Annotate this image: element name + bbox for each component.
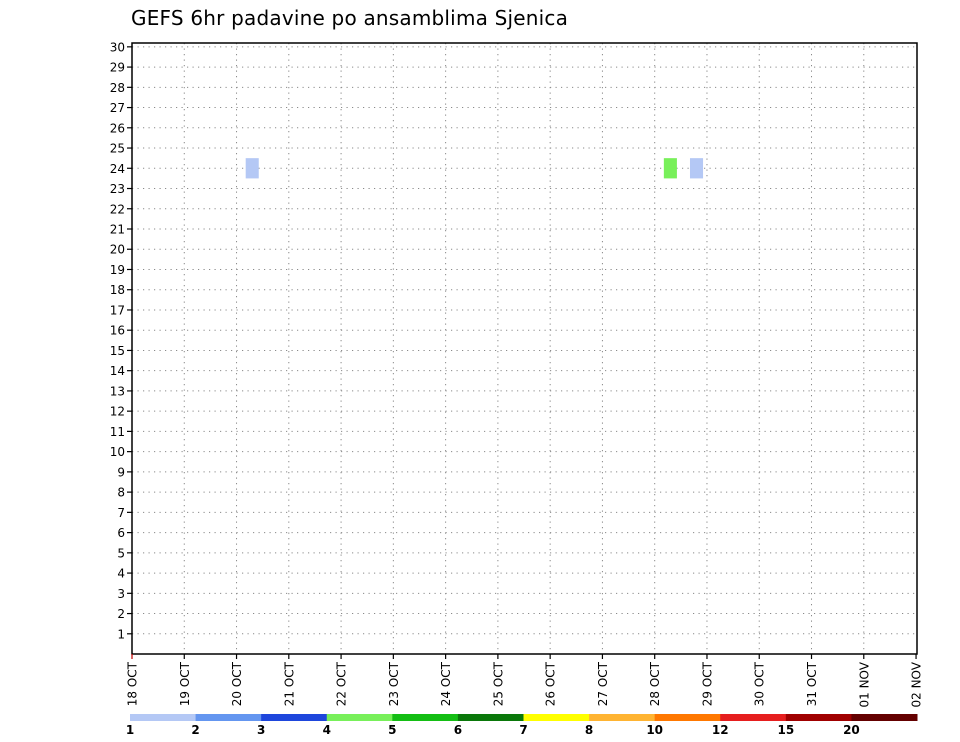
y-tick-label: 5 xyxy=(117,546,125,560)
x-axis: 18 OCT 19 OCT 20 OCT 21 OCT 22 OCT 23 OCT 24 O… xyxy=(126,654,924,708)
y-tick-label: 9 xyxy=(117,465,125,479)
y-tick-label: 3 xyxy=(117,587,125,601)
x-tick-label: 28 OCT xyxy=(648,661,662,706)
colorbar-label: 6 xyxy=(454,723,462,737)
colorbar-swatch xyxy=(654,714,721,721)
colorbar-label: 1 xyxy=(126,723,134,737)
colorbar-label: 20 xyxy=(843,723,860,737)
colorbar-swatch xyxy=(130,714,197,721)
colorbar-swatch xyxy=(261,714,328,721)
x-tick-label: 24 OCT xyxy=(439,661,453,706)
y-tick-label: 22 xyxy=(110,202,125,216)
y-tick-label: 18 xyxy=(110,283,125,297)
data-cell xyxy=(689,158,704,179)
y-tick-label: 16 xyxy=(110,324,125,338)
y-tick-label: 30 xyxy=(110,40,125,54)
y-tick-label: 2 xyxy=(117,607,125,621)
x-tick-label: 02 NOV xyxy=(910,661,924,707)
colorbar-label: 15 xyxy=(777,723,794,737)
colorbar-swatch xyxy=(523,714,590,721)
y-tick-label: 19 xyxy=(110,263,125,277)
x-tick-label: 21 OCT xyxy=(282,661,296,706)
chart-title: GEFS 6hr padavine po ansamblima Sjenica xyxy=(131,6,569,30)
y-tick-label: 4 xyxy=(117,567,125,581)
y-tick-label: 6 xyxy=(117,526,125,540)
x-tick-label: 25 OCT xyxy=(491,661,505,706)
x-tick-label: 27 OCT xyxy=(596,661,610,706)
colorbar-swatch xyxy=(457,714,524,721)
data-cell xyxy=(663,158,677,179)
y-tick-label: 24 xyxy=(110,162,125,176)
y-tick-label: 26 xyxy=(110,121,125,135)
y-tick-label: 13 xyxy=(110,384,125,398)
colorbar-label: 3 xyxy=(257,723,265,737)
data-cell xyxy=(245,158,259,179)
plot-frame xyxy=(131,42,918,655)
colorbar-label: 5 xyxy=(388,723,396,737)
colorbar: 1 2 3 4 5 6 7 8 10 12 15 20 xyxy=(126,714,918,737)
y-tick-label: 11 xyxy=(110,425,125,439)
colorbar-swatch xyxy=(195,714,262,721)
colorbar-label: 7 xyxy=(519,723,527,737)
y-tick-label: 8 xyxy=(117,486,125,500)
y-tick-label: 14 xyxy=(110,364,125,378)
y-tick-label: 10 xyxy=(110,445,125,459)
colorbar-swatch xyxy=(326,714,393,721)
y-tick-label: 12 xyxy=(110,405,125,419)
x-tick-label: 19 OCT xyxy=(178,661,192,706)
y-tick-label: 25 xyxy=(110,142,125,156)
y-tick-label: 20 xyxy=(110,243,125,257)
x-tick-label: 18 OCT xyxy=(126,661,140,706)
x-tick-label: 20 OCT xyxy=(230,661,244,706)
colorbar-swatch xyxy=(589,714,656,721)
colorbar-swatch xyxy=(720,714,787,721)
x-tick-label: 31 OCT xyxy=(805,661,819,706)
data-cells xyxy=(245,158,704,179)
colorbar-label: 2 xyxy=(191,723,199,737)
colorbar-label: 10 xyxy=(646,723,663,737)
x-tick-label: 30 OCT xyxy=(753,661,767,706)
y-tick-label: 23 xyxy=(110,182,125,196)
colorbar-swatch xyxy=(392,714,459,721)
x-tick-label: 23 OCT xyxy=(387,661,401,706)
y-tick-label: 17 xyxy=(110,303,125,317)
colorbar-swatch xyxy=(785,714,852,721)
x-tick-label: 29 OCT xyxy=(700,661,714,706)
gridlines xyxy=(132,43,917,654)
colorbar-label: 4 xyxy=(323,723,331,737)
x-tick-label: 01 NOV xyxy=(857,661,871,707)
y-axis: 1234567891011121314151617181920212223242… xyxy=(110,40,132,641)
y-tick-label: 1 xyxy=(117,627,125,641)
x-tick-label: 26 OCT xyxy=(544,661,558,706)
y-tick-label: 21 xyxy=(110,223,125,237)
y-tick-label: 7 xyxy=(117,506,125,520)
y-tick-label: 29 xyxy=(110,61,125,75)
y-tick-label: 27 xyxy=(110,101,125,115)
y-tick-label: 15 xyxy=(110,344,125,358)
x-tick-label: 22 OCT xyxy=(335,661,349,706)
colorbar-swatch xyxy=(851,714,918,721)
colorbar-label: 8 xyxy=(585,723,593,737)
colorbar-label: 12 xyxy=(712,723,729,737)
y-tick-label: 28 xyxy=(110,81,125,95)
